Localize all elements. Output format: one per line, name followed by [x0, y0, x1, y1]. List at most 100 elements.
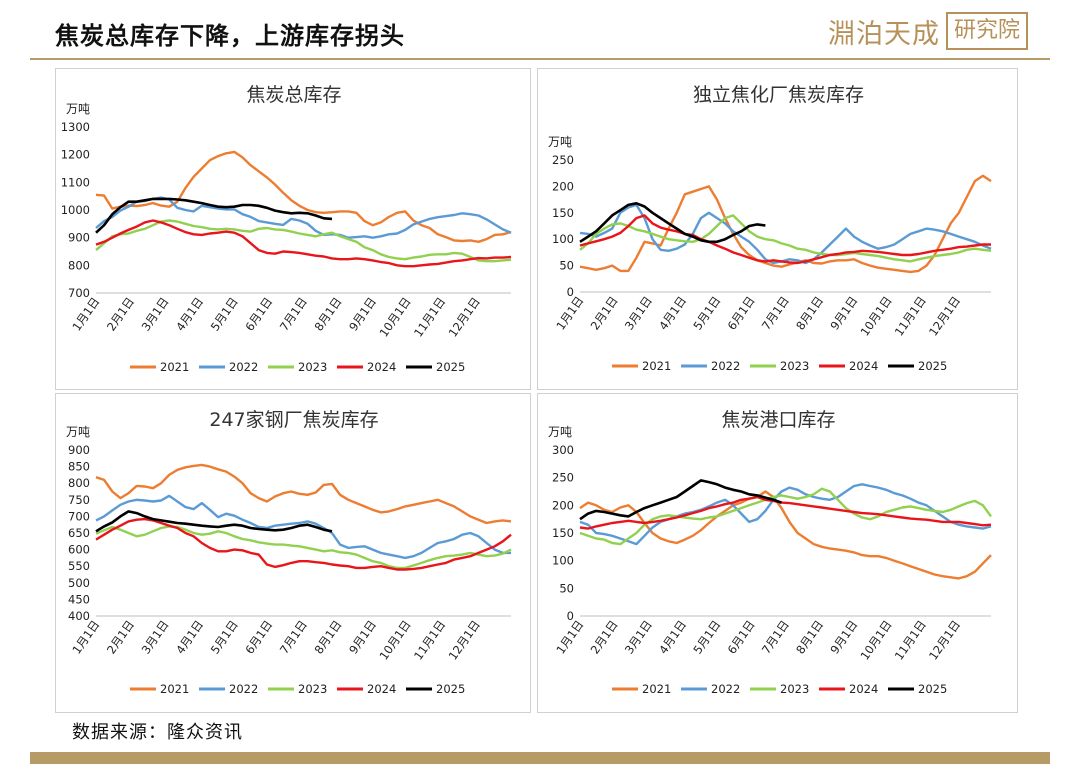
total-series-line-2021 [95, 150, 512, 244]
coking-legend-label-2024: 2024 [849, 359, 878, 373]
coking-chart-title: 独立焦化厂焦炭库存 [693, 84, 864, 106]
steel-xtick-label: 8月1日 [311, 618, 344, 657]
steel-xtick-label: 5月1日 [208, 618, 241, 657]
port-series-line-2022 [579, 483, 992, 546]
coking-xtick-label: 10月1日 [857, 294, 894, 339]
steel-ytick-label: 500 [68, 576, 90, 590]
steel-unit-label: 万吨 [66, 425, 90, 439]
coking-ytick-label: 200 [552, 179, 574, 193]
port-xtick-label: 1月1日 [553, 618, 586, 657]
coking-xtick-label: 8月1日 [793, 294, 826, 333]
port-xtick-label: 3月1日 [622, 618, 655, 657]
port-ytick-label: 50 [559, 581, 574, 595]
total-xtick-label: 8月1日 [311, 295, 344, 334]
coking-xtick-label: 12月1日 [926, 294, 963, 339]
port-ytick-label: 200 [552, 498, 574, 512]
steel-ytick-label: 400 [68, 609, 90, 623]
steel-ytick-label: 700 [68, 509, 90, 523]
coking-series-line-2023 [579, 214, 992, 263]
steel-ytick-label: 600 [68, 543, 90, 557]
port-ytick-label: 300 [552, 443, 574, 457]
total-legend-label-2025: 2025 [436, 360, 465, 374]
port-legend-label-2022: 2022 [711, 682, 740, 696]
coking-xtick-label: 3月1日 [622, 294, 655, 333]
port-series-line-2025 [579, 479, 782, 521]
total-ytick-label: 1000 [61, 203, 90, 217]
data-source: 数据来源：隆众资讯 [72, 722, 243, 743]
coking-xtick-label: 9月1日 [827, 294, 860, 333]
port-unit-label: 万吨 [548, 425, 572, 439]
port-chart-title: 焦炭港口库存 [721, 409, 835, 431]
steel-xtick-label: 10月1日 [376, 618, 413, 663]
coking-xtick-label: 11月1日 [892, 294, 929, 339]
chart-panel-port: 焦炭港口库存 万吨 0 50 100 150 200 250 300 1月1日 2月1日 3月1日 4月… [537, 393, 1018, 713]
total-ytick-label: 900 [68, 231, 90, 245]
total-xtick-label: 6月1日 [242, 295, 275, 334]
steel-xtick-label: 1月1日 [69, 618, 102, 657]
coking-legend-label-2025: 2025 [918, 359, 947, 373]
coking-xtick-label: 7月1日 [759, 294, 792, 333]
port-legend-label-2025: 2025 [918, 682, 947, 696]
coking-ytick-label: 50 [559, 259, 574, 273]
total-xtick-label: 4月1日 [173, 295, 206, 334]
port-xtick-label: 11月1日 [892, 618, 929, 663]
coking-unit-label: 万吨 [548, 135, 572, 149]
total-xtick-label: 7月1日 [277, 295, 310, 334]
coking-xtick-label: 4月1日 [656, 294, 689, 333]
coking-legend-label-2021: 2021 [642, 359, 671, 373]
port-xtick-label: 8月1日 [793, 618, 826, 657]
brand-name: 淵泊天成 [828, 19, 940, 50]
steel-series-line-2025 [95, 510, 333, 533]
steel-xtick-label: 4月1日 [173, 618, 206, 657]
port-xtick-label: 7月1日 [759, 618, 792, 657]
coking-ytick-label: 250 [552, 153, 574, 167]
steel-ytick-label: 750 [68, 493, 90, 507]
steel-series-line-2022 [95, 494, 511, 560]
steel-legend-label-2025: 2025 [436, 682, 465, 696]
steel-chart-title: 247家钢厂焦炭库存 [209, 409, 378, 431]
coking-legend-label-2022: 2022 [711, 359, 740, 373]
coking-xtick-label: 5月1日 [690, 294, 723, 333]
footer-bar [30, 752, 1050, 764]
port-ytick-label: 0 [567, 609, 574, 623]
total-unit-label: 万吨 [66, 102, 90, 116]
total-ytick-label: 700 [68, 286, 90, 300]
coking-ytick-label: 100 [552, 232, 574, 246]
steel-xtick-label: 2月1日 [104, 618, 137, 657]
steel-ytick-label: 900 [68, 443, 90, 457]
total-ytick-label: 1100 [61, 175, 90, 189]
steel-ytick-label: 450 [68, 592, 90, 606]
steel-series-line-2023 [95, 525, 512, 570]
chart-panel-total: 焦炭总库存 万吨 700 800 900 1000 1100 1200 1300 1月1日 2月1日… [55, 68, 531, 390]
coking-xtick-label: 1月1日 [553, 294, 586, 333]
coking-series-line-2025 [579, 202, 766, 244]
port-xtick-label: 6月1日 [725, 618, 758, 657]
steel-ytick-label: 850 [68, 460, 90, 474]
port-legend-label-2021: 2021 [642, 682, 671, 696]
port-legend-label-2024: 2024 [849, 682, 878, 696]
header-divider [30, 58, 1050, 60]
steel-xtick-label: 7月1日 [277, 618, 310, 657]
steel-legend-label-2022: 2022 [229, 682, 258, 696]
total-legend-label-2021: 2021 [160, 360, 189, 374]
coking-series-line-2022 [579, 203, 992, 265]
total-series-line-2024 [95, 219, 512, 268]
coking-xtick-label: 2月1日 [588, 294, 621, 333]
total-legend-label-2022: 2022 [229, 360, 258, 374]
page-title: 焦炭总库存下降，上游库存拐头 [55, 21, 405, 50]
port-xtick-label: 9月1日 [827, 618, 860, 657]
total-xtick-label: 5月1日 [208, 295, 241, 334]
port-xtick-label: 5月1日 [690, 618, 723, 657]
chart-panel-steel: 247家钢厂焦炭库存 万吨 400 450 500 550 600 650 700 750 800 8… [55, 393, 531, 713]
coking-series-line-2024 [579, 214, 991, 265]
brand-box: 研究院 [946, 12, 1028, 50]
brand-logo: 淵泊天成 研究院 [828, 12, 1028, 52]
port-xtick-label: 4月1日 [656, 618, 689, 657]
steel-ytick-label: 650 [68, 526, 90, 540]
coking-xtick-label: 6月1日 [725, 294, 758, 333]
port-legend-label-2023: 2023 [780, 682, 809, 696]
total-xtick-label: 10月1日 [376, 295, 413, 340]
steel-xtick-label: 3月1日 [139, 618, 172, 657]
